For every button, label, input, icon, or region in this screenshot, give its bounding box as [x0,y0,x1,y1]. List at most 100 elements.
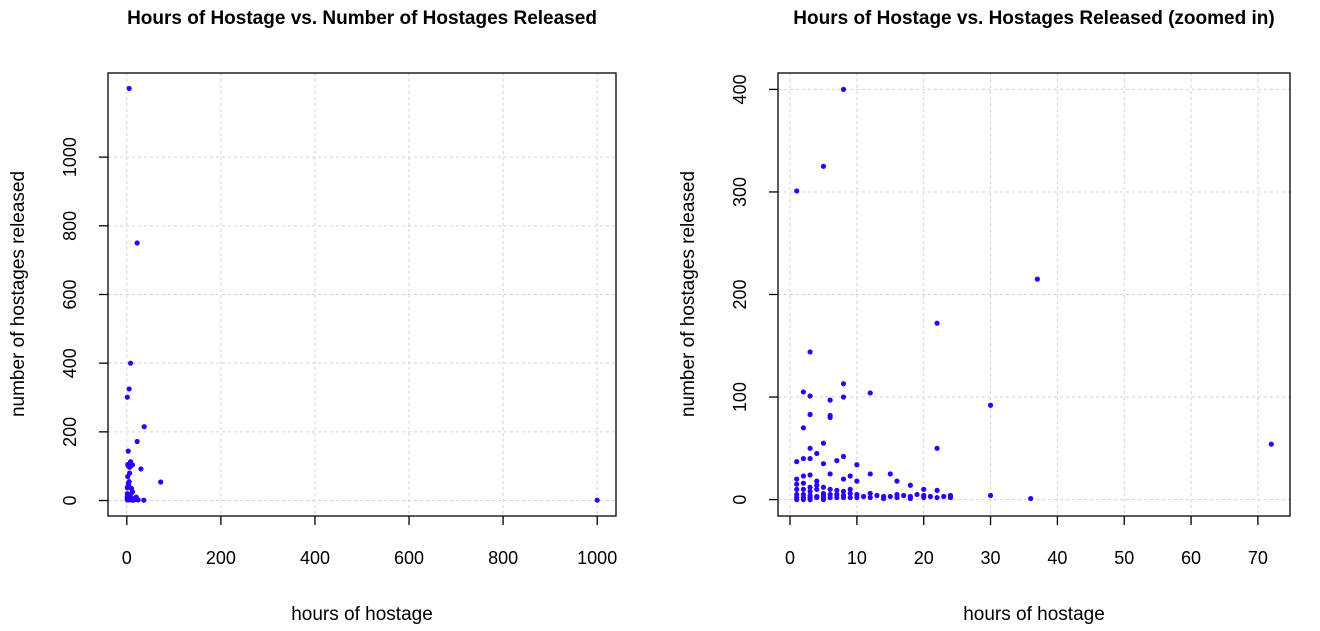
x-axis: 0 10 20 30 40 50 60 70 [785,516,1268,568]
data-point [126,479,132,485]
data-point [141,497,147,503]
data-point [807,488,813,494]
data-point [794,188,800,194]
y-tick-label: 800 [60,211,80,241]
data-point [127,360,134,366]
data-point [814,494,820,501]
y-tick-label: 400 [60,348,80,378]
data-point [927,493,933,500]
x-tick-label: 0 [785,548,795,568]
data-point [867,490,873,497]
data-point [131,496,137,503]
data-point [834,487,840,493]
data-point [827,494,833,501]
data-point [941,493,947,500]
data-point [1034,276,1040,282]
x-tick-label: 20 [914,548,934,568]
data-point [874,492,880,499]
y-tick-label: 200 [730,279,750,309]
data-point [1028,495,1034,502]
data-point [807,484,813,490]
data-point [125,448,131,454]
data-point [134,240,140,246]
x-tick-label: 60 [1181,548,1201,568]
data-point [834,494,840,501]
y-tick-label: 0 [730,495,750,505]
data-point [124,394,130,400]
data-point [807,455,813,462]
data-point [840,476,847,482]
data-point [135,497,141,503]
data-point [127,470,133,476]
data-point [794,476,800,482]
data-points [794,86,1274,503]
x-axis-label: hours of hostage [291,604,433,625]
data-point [934,494,940,501]
data-point [854,462,860,468]
data-point [867,390,873,396]
data-point [794,481,800,487]
data-point [814,478,820,484]
data-point [847,494,853,501]
data-point [847,490,853,497]
x-tick-label: 70 [1248,548,1268,568]
data-point [907,482,913,488]
data-point [901,492,907,499]
data-point [800,455,806,462]
data-point [987,492,994,499]
data-point [907,495,913,502]
y-axis-label: number of hostages released [8,171,29,417]
data-point [840,453,847,460]
data-point [1268,441,1274,447]
data-point [134,438,140,445]
x-tick-label: 600 [394,548,424,568]
y-tick-label: 0 [60,496,80,506]
data-point [840,86,847,93]
x-tick-label: 200 [206,548,236,568]
data-point [807,411,813,418]
data-point [860,493,867,500]
data-point [800,486,806,492]
data-point [854,478,860,484]
data-point [820,484,827,490]
x-tick-label: 50 [1114,548,1134,568]
x-tick-label: 30 [981,548,1001,568]
x-tick-label: 800 [488,548,518,568]
plot-frame [777,72,1291,517]
data-point [847,473,853,479]
plot-title: Hours of Hostage vs. Number of Hostages … [127,8,597,29]
scatter-plot-zoomed: Hours of Hostage vs. Hostages Released (… [678,8,1291,625]
data-point [129,462,136,468]
data-point [827,471,833,477]
data-point [887,471,893,477]
y-tick-label: 600 [60,279,80,309]
y-tick-label: 100 [730,382,750,412]
data-point [921,494,927,501]
data-point [847,486,853,492]
x-axis: 0 200 400 600 800 1000 [122,516,617,568]
data-point [840,488,847,494]
data-point [881,495,887,502]
data-point [934,445,940,451]
data-points [124,85,600,503]
data-point [800,480,806,486]
data-point [807,393,813,399]
data-point [820,163,827,169]
data-point [827,486,833,492]
x-tick-label: 400 [300,548,330,568]
data-point [827,397,833,403]
data-point [894,494,900,501]
y-tick-label: 200 [60,417,80,447]
data-point [814,450,820,457]
data-point [814,482,820,488]
data-point [934,487,940,493]
data-point [807,445,813,451]
data-point [867,494,873,501]
y-tick-label: 300 [730,177,750,207]
grid [778,73,1290,516]
scatter-plot-overview: Hours of Hostage vs. Number of Hostages … [8,8,617,625]
y-tick-label: 1000 [60,137,80,177]
data-point [807,349,813,355]
data-point [794,459,800,465]
data-point [867,471,873,477]
